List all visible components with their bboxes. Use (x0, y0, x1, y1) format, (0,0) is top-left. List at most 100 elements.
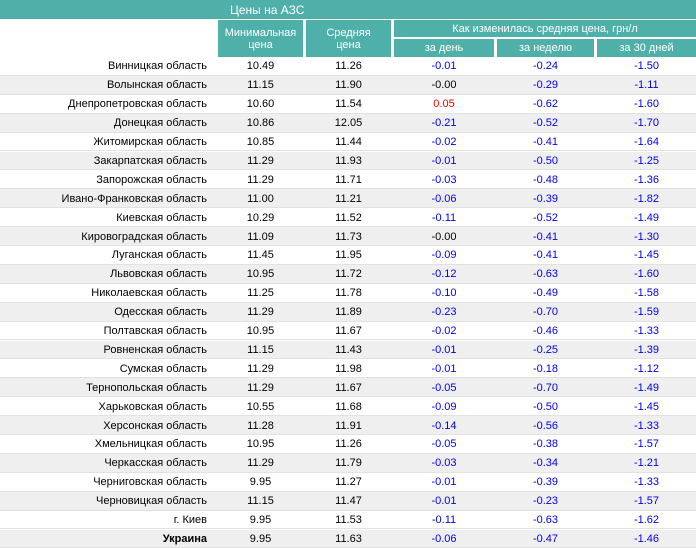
price: 11.68 (335, 400, 362, 413)
row-background (0, 397, 696, 417)
price-change: 0.05 (433, 98, 455, 111)
region-name: г. Киев (173, 514, 207, 527)
price-change: -1.25 (633, 154, 660, 167)
price: 11.29 (247, 457, 274, 470)
row-background (0, 472, 696, 492)
region-name: Ивано-Франковская область (61, 192, 207, 205)
price-change: -0.24 (532, 60, 559, 73)
price-change: -0.09 (431, 400, 457, 413)
price-change: -0.00 (431, 230, 457, 243)
region-name: Волынская область (106, 79, 207, 92)
region-name: Донецкая область (113, 117, 207, 130)
price: 10.60 (246, 98, 275, 111)
region-name: Черниговская область (93, 476, 207, 489)
price: 11.63 (335, 532, 362, 545)
price: 9.95 (249, 514, 272, 527)
price: 11.72 (335, 268, 362, 281)
region-name: Черкасская область (104, 457, 207, 470)
price-change: -1.59 (633, 306, 660, 319)
price: 11.29 (247, 306, 274, 319)
region-name: Тернопольская область (86, 381, 207, 394)
price-change: -1.33 (633, 476, 660, 489)
price-change: -0.25 (532, 343, 559, 356)
row-background (0, 283, 696, 303)
price-change: -0.06 (431, 532, 457, 545)
price: 11.89 (335, 306, 362, 319)
price-change: -1.33 (633, 325, 660, 338)
row-background (0, 321, 696, 341)
price: 11.25 (247, 287, 274, 300)
price-change: -0.18 (532, 362, 559, 375)
price: 10.95 (246, 438, 275, 451)
price-change: -1.21 (633, 457, 660, 470)
price: 11.43 (335, 343, 362, 356)
price: 9.95 (249, 476, 272, 489)
price-change: -0.01 (431, 60, 457, 73)
price-change: -0.23 (431, 306, 457, 319)
price-change: -1.11 (634, 79, 659, 92)
price: 11.54 (335, 98, 362, 111)
region-name: Закарпатская область (93, 154, 207, 167)
row-background (0, 302, 696, 322)
region-name: Харьковская область (98, 400, 208, 413)
price-change: -0.70 (532, 306, 559, 319)
price-change: -0.52 (532, 211, 559, 224)
region-name: Запорожская область (96, 173, 207, 186)
price: 11.67 (335, 325, 362, 338)
column-header: Минимальная цена (218, 20, 303, 57)
price-change: -1.50 (633, 60, 660, 73)
price-change: -0.41 (532, 230, 559, 243)
row-background (0, 227, 696, 246)
price: 11.15 (247, 343, 274, 356)
price-change: -0.11 (431, 514, 457, 527)
price-change: -1.62 (633, 514, 660, 527)
price-change: -0.02 (431, 136, 457, 149)
price-change: -0.41 (532, 249, 559, 262)
price-change: -0.63 (532, 514, 559, 527)
price: 11.29 (247, 381, 274, 394)
price: 11.45 (247, 249, 274, 262)
region-name: Сумская область (119, 362, 207, 375)
price-change: -0.09 (431, 249, 457, 262)
price-change: -0.47 (532, 532, 559, 545)
price: 11.15 (247, 79, 274, 92)
price-change: -0.06 (431, 192, 457, 205)
row-background (0, 151, 696, 171)
price: 11.28 (247, 419, 274, 432)
row-background (0, 113, 696, 133)
price-change: -0.01 (431, 154, 457, 167)
row-background (0, 170, 696, 190)
region-name: Херсонская область (103, 419, 207, 432)
price-change: -0.10 (431, 287, 457, 300)
region-name: Львовская область (110, 268, 207, 281)
price: 11.09 (247, 230, 274, 243)
price-change: -0.63 (532, 268, 559, 281)
price: 10.95 (246, 268, 275, 281)
price: 11.73 (335, 230, 362, 243)
price: 11.53 (335, 514, 362, 527)
price: 10.55 (246, 400, 275, 413)
price-change: -0.02 (431, 325, 457, 338)
price-change: -1.39 (633, 343, 660, 356)
price: 11.29 (247, 362, 274, 375)
price-change: -0.38 (532, 438, 559, 451)
price-change: -1.64 (633, 136, 660, 149)
row-background (0, 132, 696, 152)
price-change: -0.39 (532, 476, 559, 489)
price-change: -1.57 (633, 438, 660, 451)
price: 11.98 (335, 362, 362, 375)
region-name: Винницкая область (108, 60, 207, 73)
region-name: Киевская область (116, 211, 207, 224)
column-header: за неделю (497, 39, 594, 57)
price-change: -0.39 (532, 192, 559, 205)
price-change: -1.60 (633, 98, 660, 111)
price-change: -0.46 (532, 325, 559, 338)
region-name: Ровненская область (103, 343, 208, 356)
price: 11.26 (335, 438, 362, 451)
price-change: -1.36 (633, 173, 660, 186)
price-change: -1.45 (633, 400, 660, 413)
price: 11.93 (335, 154, 362, 167)
region-name: Николаевская область (91, 287, 207, 300)
region-name: Луганская область (111, 249, 207, 262)
region-name: Кировоградская область (81, 230, 207, 243)
